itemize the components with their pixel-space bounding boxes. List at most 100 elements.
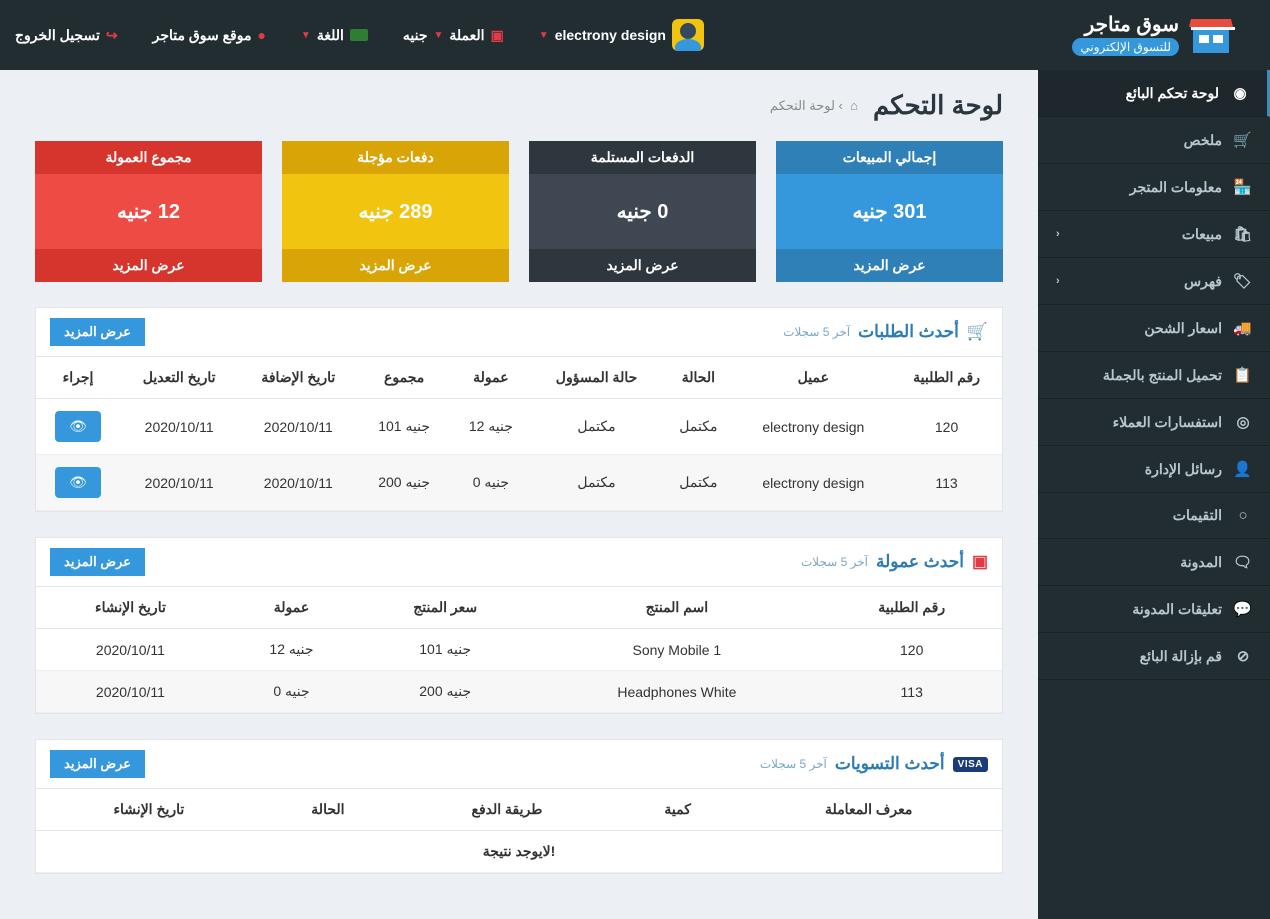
breadcrumb-item: لوحة التحكم xyxy=(770,98,835,113)
settlements-title: أحدث التسويات xyxy=(835,754,945,774)
view-button[interactable]: 👁 xyxy=(55,411,101,442)
table-header: الحالة xyxy=(661,357,735,399)
sidebar-icon: 🛒 xyxy=(1234,131,1252,149)
cell: 2020/10/11 xyxy=(238,455,358,511)
main-content: لوحة التحكم ⌂ › لوحة التحكم إجمالي المبي… xyxy=(0,70,1038,919)
stat-card-title: دفعات مؤجلة xyxy=(282,141,509,174)
sidebar-icon: ◎ xyxy=(1234,413,1252,431)
sidebar-icon: 🏷 xyxy=(1234,272,1252,290)
brand-subtitle: للتسوق الإلكتروني xyxy=(1072,38,1179,56)
sidebar-icon: ◉ xyxy=(1231,84,1249,102)
stat-card-more[interactable]: عرض المزيد xyxy=(529,249,756,282)
sidebar-item[interactable]: 👤رسائل الإدارة xyxy=(1038,446,1270,493)
settlements-more-button[interactable]: عرض المزيد xyxy=(50,750,145,778)
stat-card-more[interactable]: عرض المزيد xyxy=(282,249,509,282)
table-row: 113electrony designمكتملمكتمل0 جنيه200 ج… xyxy=(36,455,1002,511)
globe-icon: ● xyxy=(257,27,265,43)
sidebar-item[interactable]: ⊘قم بإزالة البائع xyxy=(1038,633,1270,680)
stat-card-value: 12 جنيه xyxy=(35,174,262,249)
money-icon: ▣ xyxy=(972,552,988,572)
cell: مكتمل xyxy=(661,399,735,455)
sidebar-item-label: تعليقات المدونة xyxy=(1132,601,1222,618)
table-header: إجراء xyxy=(36,357,120,399)
user-menu[interactable]: electrony design ▼ xyxy=(524,9,719,61)
cell: 101 جنيه xyxy=(358,399,450,455)
sidebar-item[interactable]: 📋تحميل المنتج بالجملة xyxy=(1038,352,1270,399)
cell: Sony Mobile 1 xyxy=(532,629,821,671)
cell: 2020/10/11 xyxy=(120,399,238,455)
cell: 113 xyxy=(891,455,1002,511)
stat-card-value: 0 جنيه xyxy=(529,174,756,249)
brand[interactable]: سوق متاجر للتسوق الإلكتروني xyxy=(1057,11,1250,59)
cell: 2020/10/11 xyxy=(238,399,358,455)
sidebar-item[interactable]: ○التقيمات xyxy=(1038,493,1270,539)
cart-icon: 🛒 xyxy=(967,322,988,342)
commission-panel: ▣ أحدث عمولة آخر 5 سجلات عرض المزيد رقم … xyxy=(35,537,1003,714)
table-row: 120electrony designمكتملمكتمل12 جنيه101 … xyxy=(36,399,1002,455)
sidebar-item-label: المدونة xyxy=(1180,554,1222,571)
flag-icon xyxy=(350,29,368,41)
table-header: رقم الطلبية xyxy=(821,587,1002,629)
table-header: سعر المنتج xyxy=(358,587,532,629)
orders-table: رقم الطلبيةعميلالحالةحالة المسؤولعمولةمج… xyxy=(36,357,1002,511)
stat-card-title: مجموع العمولة xyxy=(35,141,262,174)
user-name: electrony design xyxy=(555,27,666,43)
sidebar-item[interactable]: ◎ استفسارات العملاء xyxy=(1038,399,1270,446)
sidebar-item-label: رسائل الإدارة xyxy=(1145,461,1222,478)
cell: 0 جنيه xyxy=(225,671,358,713)
stat-card-more[interactable]: عرض المزيد xyxy=(776,249,1003,282)
logout-link[interactable]: ↪ تسجيل الخروج xyxy=(0,17,133,54)
sidebar-item[interactable]: 🗨 المدونة xyxy=(1038,539,1270,586)
chevron-down-icon: ▼ xyxy=(301,30,311,41)
cell: 2020/10/11 xyxy=(36,671,225,713)
cell: مكتمل xyxy=(661,455,735,511)
settlements-table: معرف المعاملةكميةطريقة الدفعالحالةتاريخ … xyxy=(36,789,1002,873)
stat-cards: إجمالي المبيعات301 جنيهعرض المزيدالدفعات… xyxy=(35,141,1003,282)
sidebar-icon: 🗨 xyxy=(1234,553,1252,571)
language-menu[interactable]: اللغة ▼ xyxy=(286,17,383,54)
cell: مكتمل xyxy=(532,455,662,511)
table-header: تاريخ الإنشاء xyxy=(36,789,262,831)
cell: 12 جنيه xyxy=(225,629,358,671)
table-header: اسم المنتج xyxy=(532,587,821,629)
avatar-icon xyxy=(672,19,704,51)
sidebar-icon: 🚚 xyxy=(1234,319,1252,337)
site-link[interactable]: ● موقع سوق متاجر xyxy=(138,17,281,54)
currency-label: العملة xyxy=(449,27,484,44)
sidebar-item-label: استفسارات العملاء xyxy=(1113,414,1222,431)
cell: 120 xyxy=(821,629,1002,671)
sidebar-item[interactable]: 🛒 ملخص xyxy=(1038,117,1270,164)
sidebar-item-label: التقيمات xyxy=(1173,507,1222,524)
table-header: معرف المعاملة xyxy=(735,789,1002,831)
sidebar-item[interactable]: 🚚 اسعار الشحن xyxy=(1038,305,1270,352)
table-header: كمية xyxy=(620,789,736,831)
sidebar-item[interactable]: 💬تعليقات المدونة xyxy=(1038,586,1270,633)
commission-more-button[interactable]: عرض المزيد xyxy=(50,548,145,576)
language-label: اللغة xyxy=(317,27,344,44)
chevron-left-icon: ‹ xyxy=(1056,228,1060,240)
table-header: تاريخ التعديل xyxy=(120,357,238,399)
sidebar-icon: 📋 xyxy=(1234,366,1252,384)
cell: 200 جنيه xyxy=(358,671,532,713)
view-button[interactable]: 👁 xyxy=(55,467,101,498)
cell: 2020/10/11 xyxy=(120,455,238,511)
sidebar-item[interactable]: 🛍مبيعات‹ xyxy=(1038,211,1270,258)
chevron-left-icon: ‹ xyxy=(1056,275,1060,287)
table-row: 120Sony Mobile 1101 جنيه12 جنيه2020/10/1… xyxy=(36,629,1002,671)
cell: electrony design xyxy=(735,455,891,511)
sidebar-item[interactable]: 🏷 فهرس ‹ xyxy=(1038,258,1270,305)
sidebar-item-label: اسعار الشحن xyxy=(1144,320,1222,337)
sidebar-item[interactable]: 🏪معلومات المتجر xyxy=(1038,164,1270,211)
table-header: الحالة xyxy=(262,789,394,831)
sidebar-item-label: ملخص xyxy=(1184,132,1222,149)
sidebar-item[interactable]: ◉لوحة تحكم البائع xyxy=(1038,70,1270,117)
orders-subtitle: آخر 5 سجلات xyxy=(783,325,850,339)
stat-card-value: 289 جنيه xyxy=(282,174,509,249)
sidebar-item-label: فهرس xyxy=(1184,273,1222,290)
orders-more-button[interactable]: عرض المزيد xyxy=(50,318,145,346)
orders-panel: 🛒 أحدث الطلبات آخر 5 سجلات عرض المزيد رق… xyxy=(35,307,1003,512)
stat-card-value: 301 جنيه xyxy=(776,174,1003,249)
stat-card-more[interactable]: عرض المزيد xyxy=(35,249,262,282)
top-nav: electrony design ▼ ▣ العملة ▼ جنيه اللغة… xyxy=(0,9,719,61)
currency-menu[interactable]: ▣ العملة ▼ جنيه xyxy=(388,17,519,54)
